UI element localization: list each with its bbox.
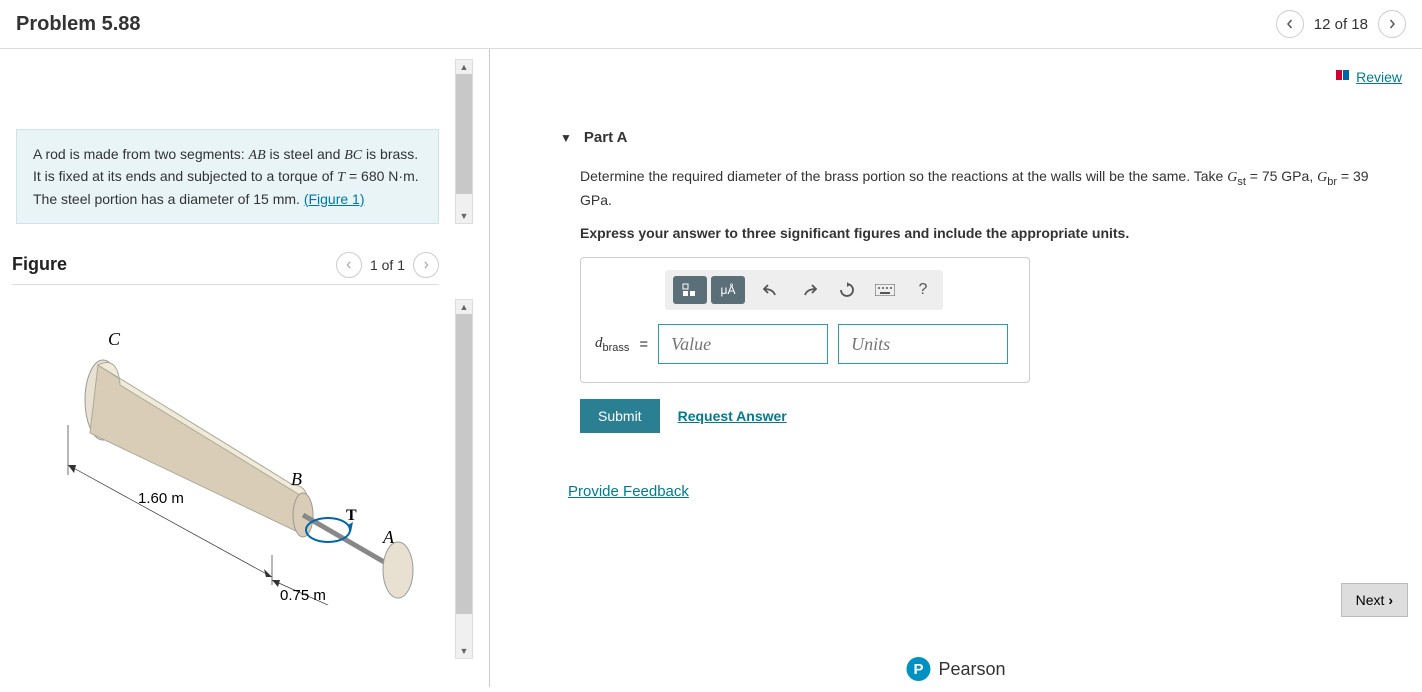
main-area: ▲ ▼ A rod is made from two segments: AB … [0, 49, 1422, 687]
figure-prev-button[interactable] [336, 252, 362, 278]
problem-statement: A rod is made from two segments: AB is s… [16, 129, 439, 224]
segment-bc: BC [344, 148, 362, 163]
request-answer-link[interactable]: Request Answer [678, 408, 787, 424]
sub-br: br [1327, 176, 1337, 188]
period: . [608, 192, 612, 208]
scroll-down-icon[interactable]: ▼ [456, 644, 472, 658]
part-header[interactable]: ▼ Part A [520, 129, 1406, 146]
torque-val: = 680 N·m [345, 168, 415, 184]
format-instruction: Express your answer to three significant… [580, 225, 1402, 241]
next-button[interactable]: Next › [1341, 583, 1408, 617]
figure-counter: 1 of 1 [370, 257, 405, 273]
instruction-text: Determine the required diameter of the b… [580, 166, 1402, 211]
answer-row: dbrass = [595, 324, 1015, 364]
next-problem-button[interactable] [1378, 10, 1406, 38]
text: . [296, 191, 304, 207]
text: A rod is made from two segments: [33, 146, 249, 162]
chevron-left-icon [345, 261, 353, 269]
label-b: B [291, 469, 302, 489]
reset-button[interactable] [835, 276, 859, 304]
answer-box: μÅ ? dbrass = [580, 257, 1030, 383]
diameter-val: 15 mm [253, 191, 296, 207]
redo-button[interactable] [797, 276, 821, 304]
part-body: Determine the required diameter of the b… [520, 146, 1406, 500]
equals-sign: = [639, 336, 648, 353]
var-gbr: G [1317, 170, 1327, 185]
units-label: μÅ [721, 283, 736, 297]
redo-icon [801, 283, 817, 297]
undo-button[interactable] [759, 276, 783, 304]
left-panel: ▲ ▼ A rod is made from two segments: AB … [0, 49, 490, 687]
problem-title: Problem 5.88 [16, 13, 141, 36]
pager: 12 of 18 [1276, 10, 1406, 38]
segment-ab: AB [249, 148, 266, 163]
pearson-logo-icon: P [906, 657, 930, 681]
figure-body: C B A T 1.60 m 0.75 m [8, 285, 479, 608]
label-length-ab: 0.75 m [280, 587, 326, 604]
keyboard-icon [875, 284, 895, 296]
answer-toolbar: μÅ ? [665, 270, 943, 310]
scroll-up-icon[interactable]: ▲ [456, 300, 472, 314]
figure-link[interactable]: (Figure 1) [304, 191, 365, 207]
sub-st: st [1237, 176, 1246, 188]
caret-down-icon: ▼ [560, 131, 572, 145]
units-input[interactable] [838, 324, 1008, 364]
label-length-bc: 1.60 m [138, 490, 184, 507]
pager-text: 12 of 18 [1314, 16, 1368, 33]
help-button[interactable]: ? [911, 276, 935, 304]
reset-icon [839, 282, 855, 298]
units-button[interactable]: μÅ [711, 276, 745, 304]
sep: , [1309, 168, 1317, 184]
scroll-down-icon[interactable]: ▼ [456, 209, 472, 223]
figure-next-button[interactable] [413, 252, 439, 278]
flag-icon [1336, 69, 1350, 85]
text: Determine the required diameter of the b… [580, 168, 1227, 184]
review-link[interactable]: Review [1336, 69, 1402, 85]
label-c: C [108, 329, 121, 349]
text: is steel and [266, 146, 345, 162]
figure-title: Figure [12, 254, 67, 275]
figure-header: Figure 1 of 1 [12, 252, 439, 285]
brand-name: Pearson [938, 659, 1005, 680]
chevron-right-icon [1387, 19, 1397, 29]
figure-scrollbar[interactable]: ▲ ▼ [455, 299, 473, 659]
value-input[interactable] [658, 324, 828, 364]
fraction-icon [681, 282, 699, 298]
answer-variable: dbrass [595, 334, 629, 354]
prev-problem-button[interactable] [1276, 10, 1304, 38]
val-gst: = 75 GPa [1246, 168, 1309, 184]
scroll-up-icon[interactable]: ▲ [456, 60, 472, 74]
brand-footer: P Pearson [906, 657, 1005, 681]
scroll-thumb[interactable] [456, 314, 472, 614]
keyboard-button[interactable] [873, 276, 897, 304]
submit-row: Submit Request Answer [580, 399, 1402, 433]
scroll-thumb[interactable] [456, 74, 472, 194]
page-header: Problem 5.88 12 of 18 [0, 0, 1422, 49]
chevron-right-icon [422, 261, 430, 269]
label-a: A [382, 527, 395, 547]
label-t: T [346, 507, 357, 524]
chevron-left-icon [1285, 19, 1295, 29]
problem-scrollbar[interactable]: ▲ ▼ [455, 59, 473, 224]
template-button[interactable] [673, 276, 707, 304]
var-gst: G [1227, 170, 1237, 185]
next-label: Next [1356, 592, 1385, 608]
submit-button[interactable]: Submit [580, 399, 660, 433]
review-label: Review [1356, 69, 1402, 85]
rod-diagram: C B A T 1.60 m 0.75 m [28, 305, 418, 605]
right-panel: Review ▼ Part A Determine the required d… [490, 49, 1422, 687]
undo-icon [763, 283, 779, 297]
part-label: Part A [584, 129, 628, 146]
figure-nav: 1 of 1 [336, 252, 439, 278]
provide-feedback-link[interactable]: Provide Feedback [568, 483, 689, 500]
torque-var: T [337, 170, 345, 185]
